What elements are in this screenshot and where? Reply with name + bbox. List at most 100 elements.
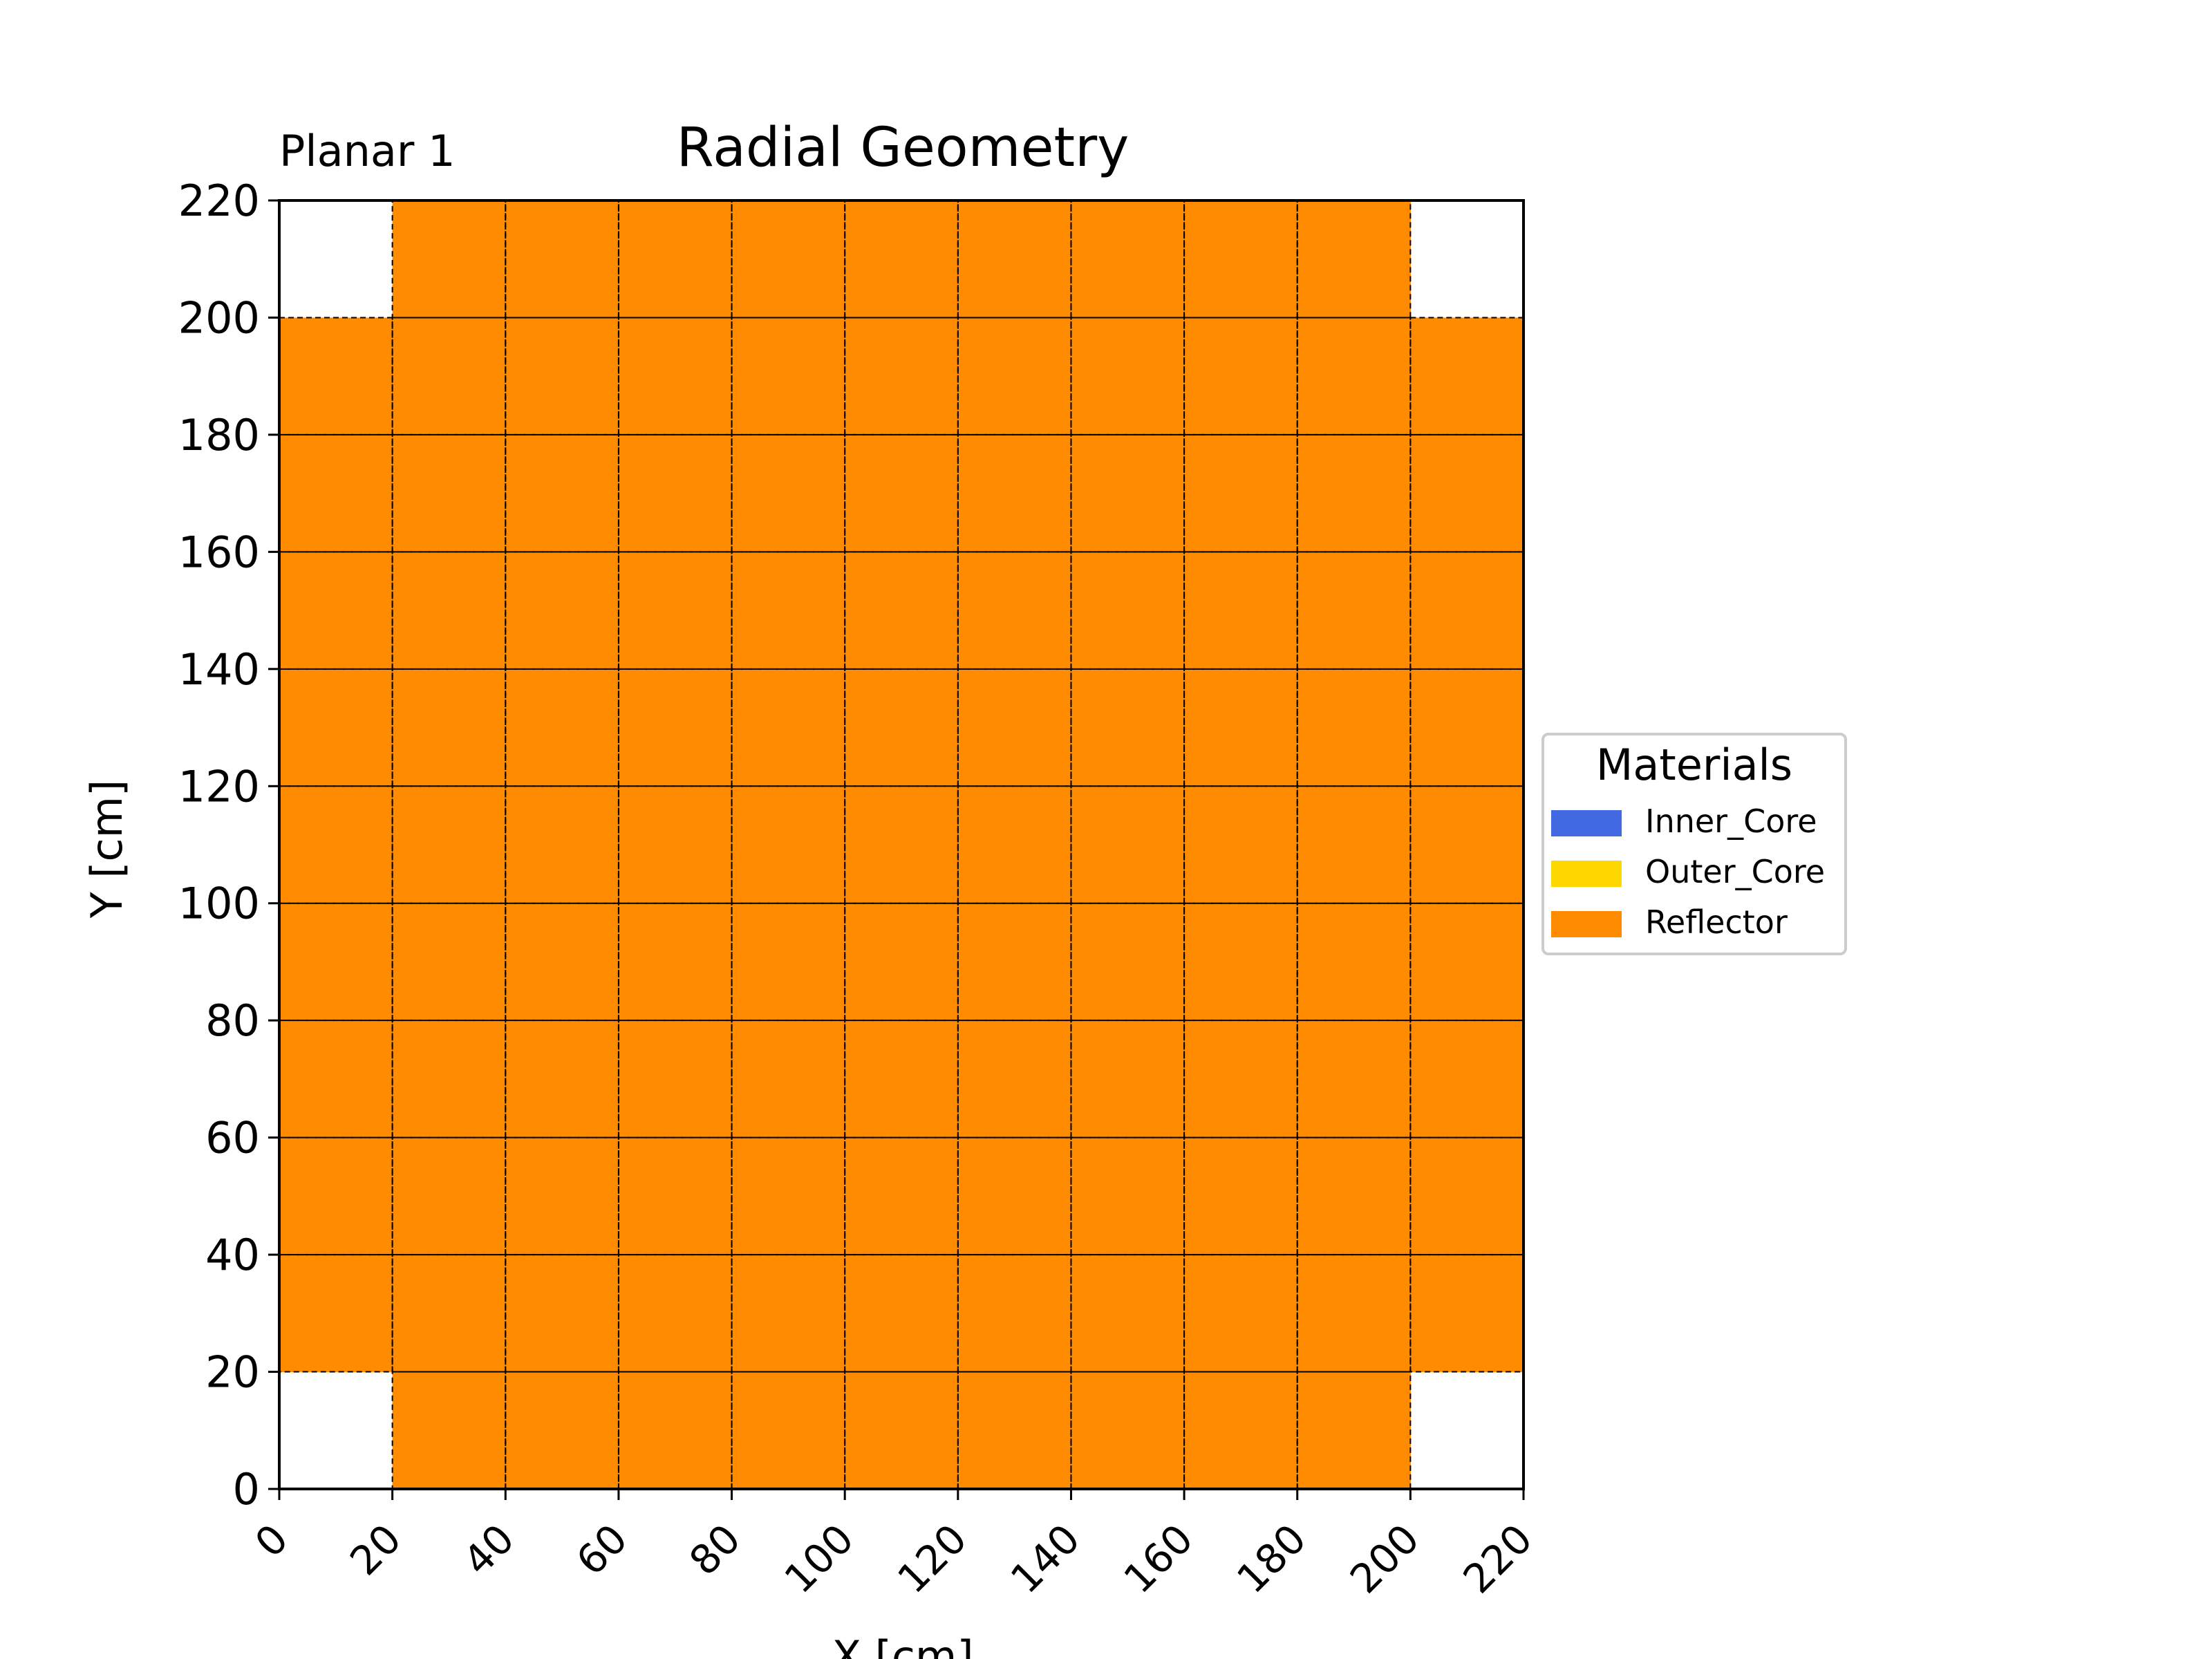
legend-label: Inner_Core [1645, 803, 1817, 840]
cell-border [1070, 902, 1185, 1022]
cell-reflector [731, 317, 845, 435]
plot-frame [278, 199, 1525, 1490]
cell-border [844, 1371, 959, 1490]
cell-border [505, 551, 619, 670]
cell-reflector [731, 434, 845, 552]
cell-reflector [279, 903, 393, 1021]
cell-reflector [845, 1371, 959, 1490]
cell-reflector [1297, 1137, 1411, 1255]
cell-border [731, 668, 846, 787]
cell-reflector [1410, 317, 1524, 435]
x-tick-label: 120 [888, 1515, 975, 1602]
cell-border [617, 433, 733, 553]
cell-border [1070, 668, 1185, 787]
cell-border [279, 1020, 393, 1138]
cell-reflector [392, 552, 506, 670]
cell-border [1296, 317, 1412, 435]
cell-reflector [845, 786, 959, 904]
cell-reflector [845, 1137, 959, 1255]
cell-reflector [392, 903, 506, 1021]
cell-reflector [1297, 317, 1411, 435]
cell-reflector [1297, 668, 1411, 787]
cell-reflector [1410, 786, 1524, 904]
cell-reflector [1184, 1371, 1298, 1490]
y-tick-label: 40 [205, 1230, 260, 1280]
cell-border [1183, 1136, 1298, 1256]
legend-label: Reflector [1645, 903, 1788, 941]
cell-border [731, 1371, 846, 1490]
cell-border [731, 551, 846, 670]
cell-border [844, 317, 959, 435]
cell-reflector [845, 668, 959, 787]
chart-title: Radial Geometry [677, 117, 1130, 179]
cell-reflector [731, 668, 845, 787]
cell-reflector [1071, 786, 1185, 904]
cell-reflector [845, 552, 959, 670]
cell-border [957, 785, 1072, 904]
cell-border [957, 1020, 1072, 1138]
cell-border [1183, 1020, 1298, 1138]
cell-border [731, 1254, 846, 1373]
x-tick-label: 160 [1115, 1515, 1202, 1602]
cell-border [391, 668, 507, 787]
cell-reflector [505, 317, 619, 435]
cell-border [1070, 1136, 1185, 1256]
x-tick-label: 220 [1454, 1515, 1541, 1602]
cell-reflector [618, 668, 733, 787]
x-tick-label: 180 [1228, 1515, 1315, 1602]
cell-reflector [1184, 1137, 1298, 1255]
cell-border [1296, 902, 1412, 1022]
cell-border [617, 668, 733, 787]
cell-reflector [1297, 1020, 1411, 1138]
cell-border [617, 1254, 733, 1373]
cell-border [617, 1371, 733, 1490]
x-tick-label: 0 [246, 1515, 297, 1566]
cell-border [1296, 433, 1412, 553]
legend-box [1541, 733, 1847, 955]
cell-reflector [392, 317, 506, 435]
cell-border [731, 785, 846, 904]
cell-reflector [1297, 1255, 1411, 1373]
cell-border [844, 433, 959, 553]
y-axis-label: Y [cm] [82, 780, 132, 919]
cell-reflector [957, 786, 1072, 904]
cell-reflector [957, 668, 1072, 787]
cell-border [844, 1020, 959, 1138]
cell-reflector [505, 434, 619, 552]
cell-reflector [1071, 200, 1185, 319]
cell-reflector [1071, 317, 1185, 435]
x-tick-label: 20 [341, 1515, 410, 1584]
cell-reflector [392, 1020, 506, 1138]
cell-reflector [1410, 903, 1524, 1021]
cell-border [617, 551, 733, 670]
cell-border [279, 668, 393, 787]
x-tick-label: 140 [1002, 1515, 1089, 1602]
y-tick-label: 140 [178, 644, 260, 695]
cell-border [505, 1371, 619, 1490]
cell-border [844, 902, 959, 1022]
legend: Materials Inner_Core Outer_Core Reflector [1541, 733, 1847, 955]
cell-border [505, 1020, 619, 1138]
cell-border [391, 317, 507, 435]
cell-border [505, 668, 619, 787]
cell-reflector [392, 668, 506, 787]
cell-reflector [1184, 434, 1298, 552]
cell-reflector [1071, 1137, 1185, 1255]
cell-reflector [731, 200, 845, 319]
cell-border [1183, 433, 1298, 553]
cell-reflector [1071, 552, 1185, 670]
cell-reflector [618, 1137, 733, 1255]
legend-swatch [1551, 810, 1622, 836]
cell-reflector [1071, 1371, 1185, 1490]
cell-reflector [1297, 552, 1411, 670]
cell-reflector [392, 1137, 506, 1255]
cell-border [279, 1254, 393, 1373]
cell-border [1296, 785, 1412, 904]
cell-border [1070, 433, 1185, 553]
cell-reflector [505, 552, 619, 670]
cell-reflector [1410, 552, 1524, 670]
cell-border [844, 1136, 959, 1256]
cell-border [957, 1371, 1072, 1490]
cell-reflector [505, 1371, 619, 1490]
